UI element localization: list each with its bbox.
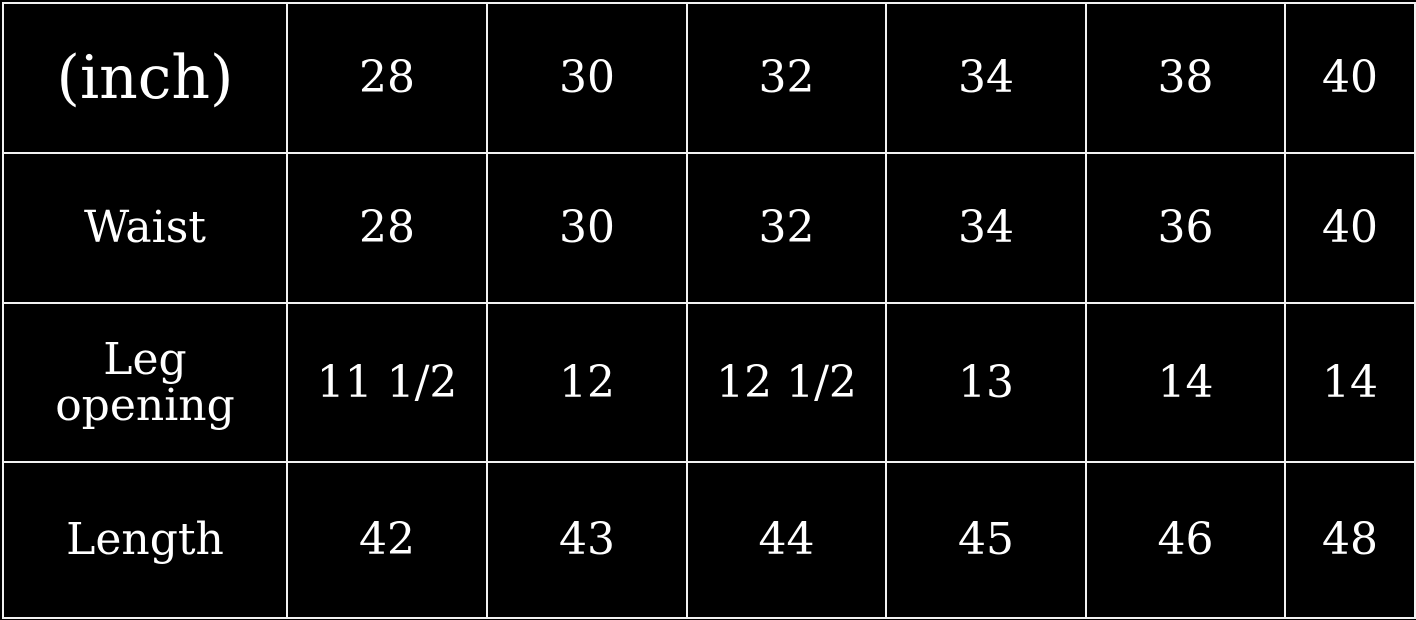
table-cell: 40 — [1284, 152, 1416, 304]
table-row: Leg opening 11 1/2 12 12 1/2 13 14 14 — [2, 302, 1416, 463]
table-cell: 43 — [486, 461, 688, 619]
table-cell: 13 — [885, 302, 1087, 463]
table-cell: 12 — [486, 302, 688, 463]
table-row: (inch) 28 30 32 34 38 40 — [2, 2, 1416, 154]
table-cell: 28 — [286, 2, 488, 154]
table-cell: 30 — [486, 2, 688, 154]
table-cell: 48 — [1284, 461, 1416, 619]
table-cell: 32 — [686, 152, 887, 304]
table-cell: 14 — [1085, 302, 1286, 463]
table-cell: 34 — [885, 2, 1087, 154]
row-label: (inch) — [2, 2, 288, 154]
table-row: Length 42 43 44 45 46 48 — [2, 461, 1416, 619]
table-cell: 46 — [1085, 461, 1286, 619]
table-cell: 45 — [885, 461, 1087, 619]
table-cell: 28 — [286, 152, 488, 304]
table-cell: 40 — [1284, 2, 1416, 154]
table-cell: 38 — [1085, 2, 1286, 154]
table-cell: 30 — [486, 152, 688, 304]
row-label: Waist — [2, 152, 288, 304]
table-cell: 12 1/2 — [686, 302, 887, 463]
table-cell: 36 — [1085, 152, 1286, 304]
table-cell: 34 — [885, 152, 1087, 304]
table-cell: 14 — [1284, 302, 1416, 463]
table-cell: 42 — [286, 461, 488, 619]
table-row: Waist 28 30 32 34 36 40 — [2, 152, 1416, 304]
table-cell: 32 — [686, 2, 887, 154]
table-cell: 11 1/2 — [286, 302, 488, 463]
table-cell: 44 — [686, 461, 887, 619]
row-label: Length — [2, 461, 288, 619]
row-label: Leg opening — [2, 302, 288, 463]
